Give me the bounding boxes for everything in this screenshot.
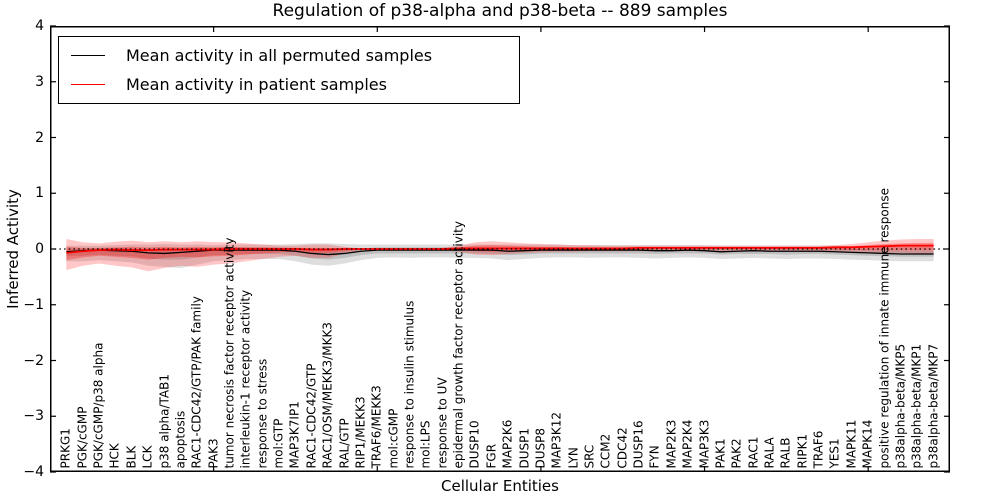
- x-tick-label: RALB: [778, 437, 793, 469]
- x-tick-label: MAP2K6: [500, 419, 515, 469]
- x-tick-label: CDC42: [615, 427, 630, 469]
- x-tick-label: RAC1-CDC42/GTP/PAK family: [189, 296, 204, 469]
- x-tick-label: PAK2: [729, 438, 744, 469]
- y-tick-label: −3: [23, 408, 44, 425]
- y-tick-label: −2: [23, 352, 44, 369]
- legend: Mean activity in all permuted samples Me…: [58, 36, 520, 104]
- x-tick-label: BLK: [124, 445, 139, 469]
- y-tick-label: 2: [35, 129, 44, 146]
- x-tick-label: SRC: [582, 444, 597, 469]
- y-tick-label: 0: [35, 241, 44, 257]
- x-tick-label: DUSP10: [467, 420, 482, 469]
- x-tick-label: LCK: [140, 445, 155, 469]
- y-tick-label: 4: [35, 18, 44, 34]
- y-tick-label: −4: [23, 464, 44, 480]
- x-tick-label: RAL/GTP: [337, 418, 352, 469]
- x-tick-label: RAC1: [746, 436, 761, 469]
- x-tick-label: RALA: [762, 437, 777, 469]
- plot-frame: [50, 26, 950, 472]
- legend-line-swatch: [71, 55, 105, 56]
- x-tick-label: p38 alpha/TAB1: [157, 374, 172, 469]
- x-tick-label: TRAF6/MEKK3: [369, 385, 384, 469]
- legend-label: Mean activity in patient samples: [126, 75, 387, 94]
- x-axis-label: Cellular Entities: [441, 477, 559, 495]
- x-tick-label: interleukin-1 receptor activity: [238, 289, 253, 469]
- x-tick-label: MAP2K3: [664, 419, 679, 469]
- x-tick-label: PAK1: [713, 438, 728, 469]
- legend-entry: Mean activity in all permuted samples: [71, 41, 507, 70]
- x-tick-label: RAC1-CDC42/GTP: [304, 363, 319, 469]
- x-tick-label: YES1: [827, 438, 842, 469]
- x-tick-label: apoptosis: [173, 410, 188, 469]
- x-tick-label: DUSP16: [631, 420, 646, 469]
- x-tick-label: p38alpha-beta/MKP1: [909, 343, 924, 469]
- x-tick-label: FYN: [647, 445, 662, 469]
- legend-entry: Mean activity in patient samples: [71, 70, 507, 99]
- x-tick-label: PAK3: [206, 438, 221, 469]
- x-tick-label: tumor necrosis factor receptor activity: [222, 237, 237, 469]
- legend-label: Mean activity in all permuted samples: [126, 46, 433, 65]
- x-tick-label: CCM2: [598, 433, 613, 469]
- x-tick-label: p38alpha-beta/MKP7: [926, 343, 941, 469]
- x-tick-label: RIPK1: [795, 433, 810, 469]
- x-tick-label: response to insulin stimulus: [402, 300, 417, 469]
- chart-title: Regulation of p38-alpha and p38-beta -- …: [272, 1, 728, 21]
- y-tick-label: 3: [35, 73, 44, 90]
- x-tick-label: HCK: [107, 443, 122, 469]
- y-tick-label: −1: [23, 296, 44, 313]
- x-tick-label: response to UV: [435, 377, 450, 469]
- plot-area: [50, 25, 950, 473]
- x-tick-label: PGK/cGMP: [75, 406, 90, 469]
- x-tick-label: RIP1/MEKK3: [353, 396, 368, 469]
- x-tick-label: FGR: [484, 443, 499, 469]
- x-tick-label: MAP3K12: [549, 411, 564, 469]
- x-tick-label: p38alpha-beta/MKP5: [893, 343, 908, 469]
- x-tick-label: MAP3K3: [697, 419, 712, 469]
- x-tick-label: positive regulation of innate immune res…: [877, 188, 892, 469]
- x-tick-label: DUSP8: [533, 427, 548, 469]
- x-tick-label: response to stress: [255, 358, 270, 469]
- x-tick-label: TRAF6: [811, 430, 826, 469]
- patient-range-inner: [66, 242, 934, 261]
- legend-line-swatch: [71, 84, 105, 85]
- x-tick-label: epidermal growth factor receptor activit…: [451, 221, 466, 469]
- x-tick-label: PGK/cGMP/p38 alpha: [91, 342, 106, 469]
- x-tick-label: MAP3K7IP1: [287, 401, 302, 469]
- x-tick-label: PRKG1: [58, 428, 73, 469]
- x-tick-label: MAPK14: [860, 419, 875, 469]
- x-tick-label: LYN: [566, 447, 581, 469]
- x-tick-label: mol:GTP: [271, 418, 286, 469]
- x-tick-label: MAP2K4: [680, 419, 695, 469]
- x-tick-label: mol:cGMP: [386, 408, 401, 469]
- x-tick-label: DUSP1: [517, 427, 532, 469]
- y-tick-label: 1: [35, 185, 44, 202]
- x-tick-label: MAPK11: [844, 419, 859, 469]
- x-tick-label: mol:LPS: [418, 420, 433, 469]
- x-tick-label: RAC1/OSM/MEKK3/MKK3: [320, 322, 335, 469]
